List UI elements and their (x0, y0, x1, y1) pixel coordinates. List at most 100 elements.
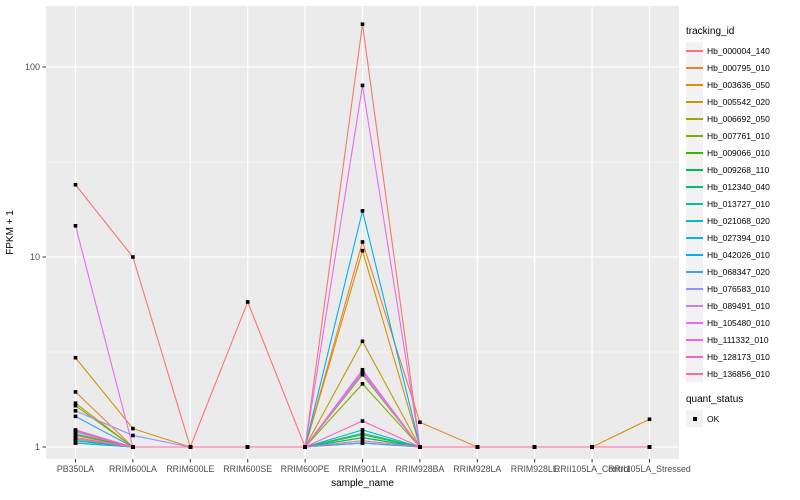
data-point (73, 414, 78, 419)
legend-quant-items: OK (686, 410, 798, 427)
legend-item-label: Hb_003636_050 (707, 79, 770, 90)
legend-key-line-icon (686, 49, 703, 52)
legend-key-swatch (686, 127, 703, 144)
data-point (360, 339, 365, 344)
legend-item-Hb_013727_010: Hb_013727_010 (686, 195, 798, 212)
data-point (360, 367, 365, 372)
legend-key-swatch (686, 297, 703, 314)
data-point (360, 435, 365, 440)
legend-key-swatch (686, 365, 703, 382)
legend-key-line-icon (686, 321, 703, 324)
data-point (360, 382, 365, 386)
data-point (73, 401, 78, 406)
legend-item-Hb_111332_010: Hb_111332_010 (686, 331, 798, 348)
data-point (360, 438, 365, 443)
x-tick-label: RRIM600PE (281, 464, 330, 474)
legend-item-Hb_076583_010: Hb_076583_010 (686, 280, 798, 297)
legend-key-line-icon (686, 338, 703, 341)
legend-item-label: Hb_027394_010 (707, 232, 770, 243)
legend-item-label: OK (707, 413, 720, 424)
legend-tracking-items: Hb_000004_140 Hb_000795_010 Hb_003636_050 H… (686, 42, 798, 382)
x-tick-label: PB350LA (57, 464, 94, 474)
legend-key-swatch (686, 59, 703, 76)
legend-item-label: Hb_089491_010 (707, 300, 770, 311)
legend-item-label: Hb_009268_110 (707, 164, 770, 175)
legend: tracking_id Hb_000004_140 Hb_000795_010 Hb… (686, 26, 798, 427)
data-point (360, 419, 365, 423)
legend-item-Hb_105480_010: Hb_105480_010 (686, 314, 798, 331)
data-point (647, 417, 652, 422)
data-point (360, 240, 365, 244)
legend-item-label: Hb_009066_010 (707, 147, 770, 158)
legend-item-Hb_009268_110: Hb_009268_110 (686, 161, 798, 178)
legend-item-label: Hb_021068_020 (707, 215, 770, 226)
x-axis-title: sample_name (331, 478, 394, 489)
data-point (360, 441, 365, 445)
data-point (475, 445, 480, 449)
legend-item-label: Hb_105480_010 (707, 317, 770, 328)
legend-item-Hb_003636_050: Hb_003636_050 (686, 76, 798, 93)
data-point (131, 433, 135, 438)
legend-key-swatch (686, 348, 703, 365)
legend-key-line-icon (686, 117, 703, 120)
legend-item-Hb_068347_020: Hb_068347_020 (686, 263, 798, 280)
legend-key-swatch (686, 178, 703, 195)
data-point (647, 445, 652, 449)
legend-key-line-icon (686, 236, 703, 239)
legend-item-Hb_006692_050: Hb_006692_050 (686, 110, 798, 127)
legend-item-label: Hb_042026_010 (707, 249, 770, 260)
data-point (73, 435, 78, 440)
data-point (73, 428, 78, 432)
data-point (360, 209, 365, 213)
data-point (73, 430, 78, 434)
data-point (532, 445, 537, 449)
legend-key-line-icon (686, 270, 703, 273)
data-point (131, 255, 135, 259)
legend-key-swatch (686, 76, 703, 93)
legend-item-Hb_000004_140: Hb_000004_140 (686, 42, 798, 59)
x-tick-label: RRIM901LA (339, 464, 387, 474)
legend-title-tracking-id: tracking_id (686, 26, 735, 37)
legend-quant-section: quant_status OK (686, 394, 798, 427)
legend-key-swatch (686, 42, 703, 59)
legend-key-line-icon (686, 202, 703, 205)
x-tick-label: RRII105LA_Stressed (608, 464, 691, 474)
legend-key-line-icon (686, 287, 703, 290)
legend-item-Hb_027394_010: Hb_027394_010 (686, 229, 798, 246)
legend-key-swatch (686, 195, 703, 212)
legend-item-Hb_042026_010: Hb_042026_010 (686, 246, 798, 263)
legend-key-swatch (686, 280, 703, 297)
legend-key-line-icon (686, 219, 703, 222)
legend-key-swatch (686, 212, 703, 229)
legend-item-quant-OK: OK (686, 410, 798, 427)
legend-key-line-icon (686, 355, 703, 358)
legend-key-line-icon (686, 304, 703, 307)
legend-item-Hb_012340_040: Hb_012340_040 (686, 178, 798, 195)
legend-item-Hb_009066_010: Hb_009066_010 (686, 144, 798, 161)
data-point (245, 300, 250, 304)
legend-key-line-icon (686, 83, 703, 86)
y-tick-label: 10 (30, 252, 40, 262)
legend-key-line-icon (686, 66, 703, 69)
y-tick-label: 100 (25, 62, 40, 72)
data-point (360, 83, 365, 88)
legend-item-label: Hb_012340_040 (707, 181, 770, 192)
data-point (73, 390, 78, 394)
legend-key-swatch (686, 161, 703, 178)
legend-key-swatch (686, 93, 703, 110)
x-tick-label: RRIM928LA (453, 464, 501, 474)
legend-key-point-icon (692, 416, 697, 421)
data-point (73, 432, 78, 436)
legend-key-swatch (686, 263, 703, 280)
x-tick-label: RRIM600SE (223, 464, 272, 474)
legend-item-label: Hb_076583_010 (707, 283, 770, 294)
legend-item-Hb_005542_020: Hb_005542_020 (686, 93, 798, 110)
legend-key-swatch (686, 110, 703, 127)
legend-key-swatch (686, 410, 703, 427)
legend-key-line-icon (686, 134, 703, 137)
legend-item-label: Hb_128173_010 (707, 351, 770, 362)
legend-key-swatch (686, 229, 703, 246)
data-point (73, 403, 78, 408)
